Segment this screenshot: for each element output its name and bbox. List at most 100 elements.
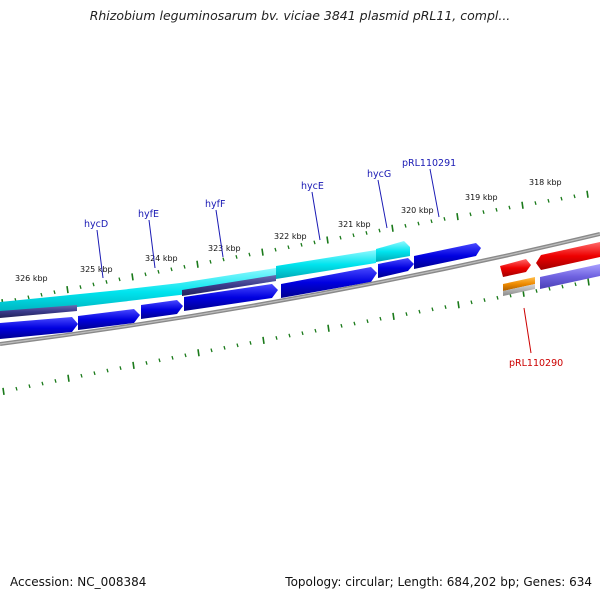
scale-label: 324 kbp: [145, 254, 178, 263]
scale-tick-minor: [170, 267, 173, 272]
scale-tick-minor: [508, 205, 511, 210]
scale-tick-minor: [496, 295, 499, 300]
gene-arrow[interactable]: [500, 259, 531, 277]
scale-tick-minor: [158, 358, 161, 363]
scale-tick-minor: [365, 231, 368, 235]
scale-ticks-inner: [2, 278, 590, 396]
scale-tick-minor: [574, 282, 577, 287]
scale-tick-major: [326, 236, 329, 244]
scale-tick-minor: [118, 277, 121, 282]
gene-arrow[interactable]: [503, 277, 535, 291]
scale-tick-major: [521, 201, 524, 209]
scale-tick-major: [196, 260, 199, 268]
gene-arrow[interactable]: [182, 275, 276, 296]
scale-ticks-outer: [1, 190, 589, 307]
scale-label: 326 kbp: [15, 274, 48, 283]
scale-tick-minor: [469, 212, 472, 217]
scale-label: 321 kbp: [338, 220, 371, 229]
scale-tick-minor: [300, 242, 303, 247]
gene-label-hyfE[interactable]: hyfE: [138, 209, 159, 220]
scale-tick-minor: [444, 305, 447, 309]
scale-tick-minor: [482, 210, 485, 214]
gene-arrow[interactable]: [376, 241, 410, 262]
scale-tick-minor: [157, 269, 160, 274]
scale-tick-minor: [53, 290, 56, 295]
gene-arrow[interactable]: [0, 305, 77, 318]
scale-tick-major: [262, 336, 265, 345]
scale-tick-minor: [405, 312, 408, 316]
scale-tick-minor: [560, 196, 563, 201]
gene-arrow[interactable]: [378, 258, 414, 278]
feature-track-right: [500, 242, 600, 296]
scale-tick-major: [456, 212, 459, 221]
gene-label-hycD[interactable]: hycD: [84, 219, 108, 230]
scale-tick-minor: [15, 386, 18, 391]
gene-label-pRL110291[interactable]: pRL110291: [402, 158, 456, 169]
scale-tick-minor: [470, 300, 473, 305]
scale-tick-minor: [430, 219, 433, 224]
scale-tick-minor: [287, 245, 290, 250]
scale-tick-minor: [443, 217, 446, 221]
gene-label-hyfF[interactable]: hyfF: [205, 199, 225, 210]
scale-tick-major: [132, 361, 135, 370]
gene-arrow[interactable]: [276, 250, 376, 279]
gene-arrow[interactable]: [184, 284, 278, 311]
scale-tick-major: [586, 190, 589, 198]
gene-label-hycE[interactable]: hycE: [301, 181, 324, 192]
feature-track-top: [0, 241, 410, 318]
gene-arrow[interactable]: [0, 317, 78, 339]
scale-tick-minor: [93, 371, 96, 376]
scale-tick-minor: [547, 198, 550, 203]
gene-arrow[interactable]: [0, 268, 276, 316]
scale-tick-minor: [274, 247, 277, 252]
scale-tick-minor: [28, 384, 31, 389]
scale-tick-minor: [339, 235, 342, 240]
feature-track-blue: [0, 243, 481, 339]
scale-tick-minor: [561, 284, 564, 289]
scale-tick-minor: [418, 309, 421, 314]
gene-arrow[interactable]: [536, 242, 600, 270]
scale-tick-minor: [92, 282, 95, 287]
scale-tick-minor: [106, 368, 109, 373]
scale-tick-minor: [378, 228, 381, 233]
scale-tick-minor: [119, 366, 122, 370]
scale-tick-minor: [548, 286, 551, 291]
gene-label-hycG[interactable]: hycG: [367, 169, 391, 180]
scale-tick-minor: [184, 353, 187, 358]
scale-tick-major: [392, 312, 395, 321]
gene-labels: hycD hyfE hyfF hycE hycG pRL110291 pRL11…: [84, 158, 563, 369]
scale-tick-major: [587, 278, 590, 286]
scale-tick-major: [131, 273, 134, 281]
scale-tick-minor: [495, 207, 498, 212]
scale-tick-major: [391, 224, 394, 232]
scale-tick-major: [66, 285, 69, 294]
gene-arrow[interactable]: [78, 309, 140, 330]
scale-tick-major: [67, 374, 70, 382]
scale-tick-minor: [235, 255, 238, 259]
gene-arrow[interactable]: [503, 284, 535, 296]
scale-tick-minor: [275, 336, 278, 340]
gene-label-pRL110290[interactable]: pRL110290: [509, 358, 563, 369]
scale-label: 322 kbp: [274, 232, 307, 241]
scale-tick-minor: [417, 221, 420, 226]
scale-tick-minor: [41, 381, 44, 386]
scale-tick-minor: [248, 252, 251, 257]
gene-arrow[interactable]: [414, 243, 481, 269]
scale-tick-minor: [171, 355, 174, 360]
gene-arrow[interactable]: [540, 264, 600, 289]
gene-arrow[interactable]: [281, 267, 377, 298]
scale-label: 320 kbp: [401, 206, 434, 215]
scale-labels: 326 kbp 325 kbp 324 kbp 323 kbp 322 kbp …: [15, 178, 562, 283]
scale-tick-major: [457, 301, 460, 309]
scale-tick-minor: [236, 343, 239, 348]
map-title: Rhizobium leguminosarum bv. viciae 3841 …: [89, 8, 511, 23]
scale-tick-major: [261, 248, 264, 256]
scale-tick-minor: [79, 285, 82, 289]
scale-tick-major: [2, 387, 5, 396]
scale-tick-minor: [314, 328, 317, 333]
gene-arrow[interactable]: [141, 300, 183, 319]
scale-tick-minor: [145, 361, 148, 365]
scale-tick-minor: [573, 194, 576, 199]
scale-label: 323 kbp: [208, 244, 241, 253]
